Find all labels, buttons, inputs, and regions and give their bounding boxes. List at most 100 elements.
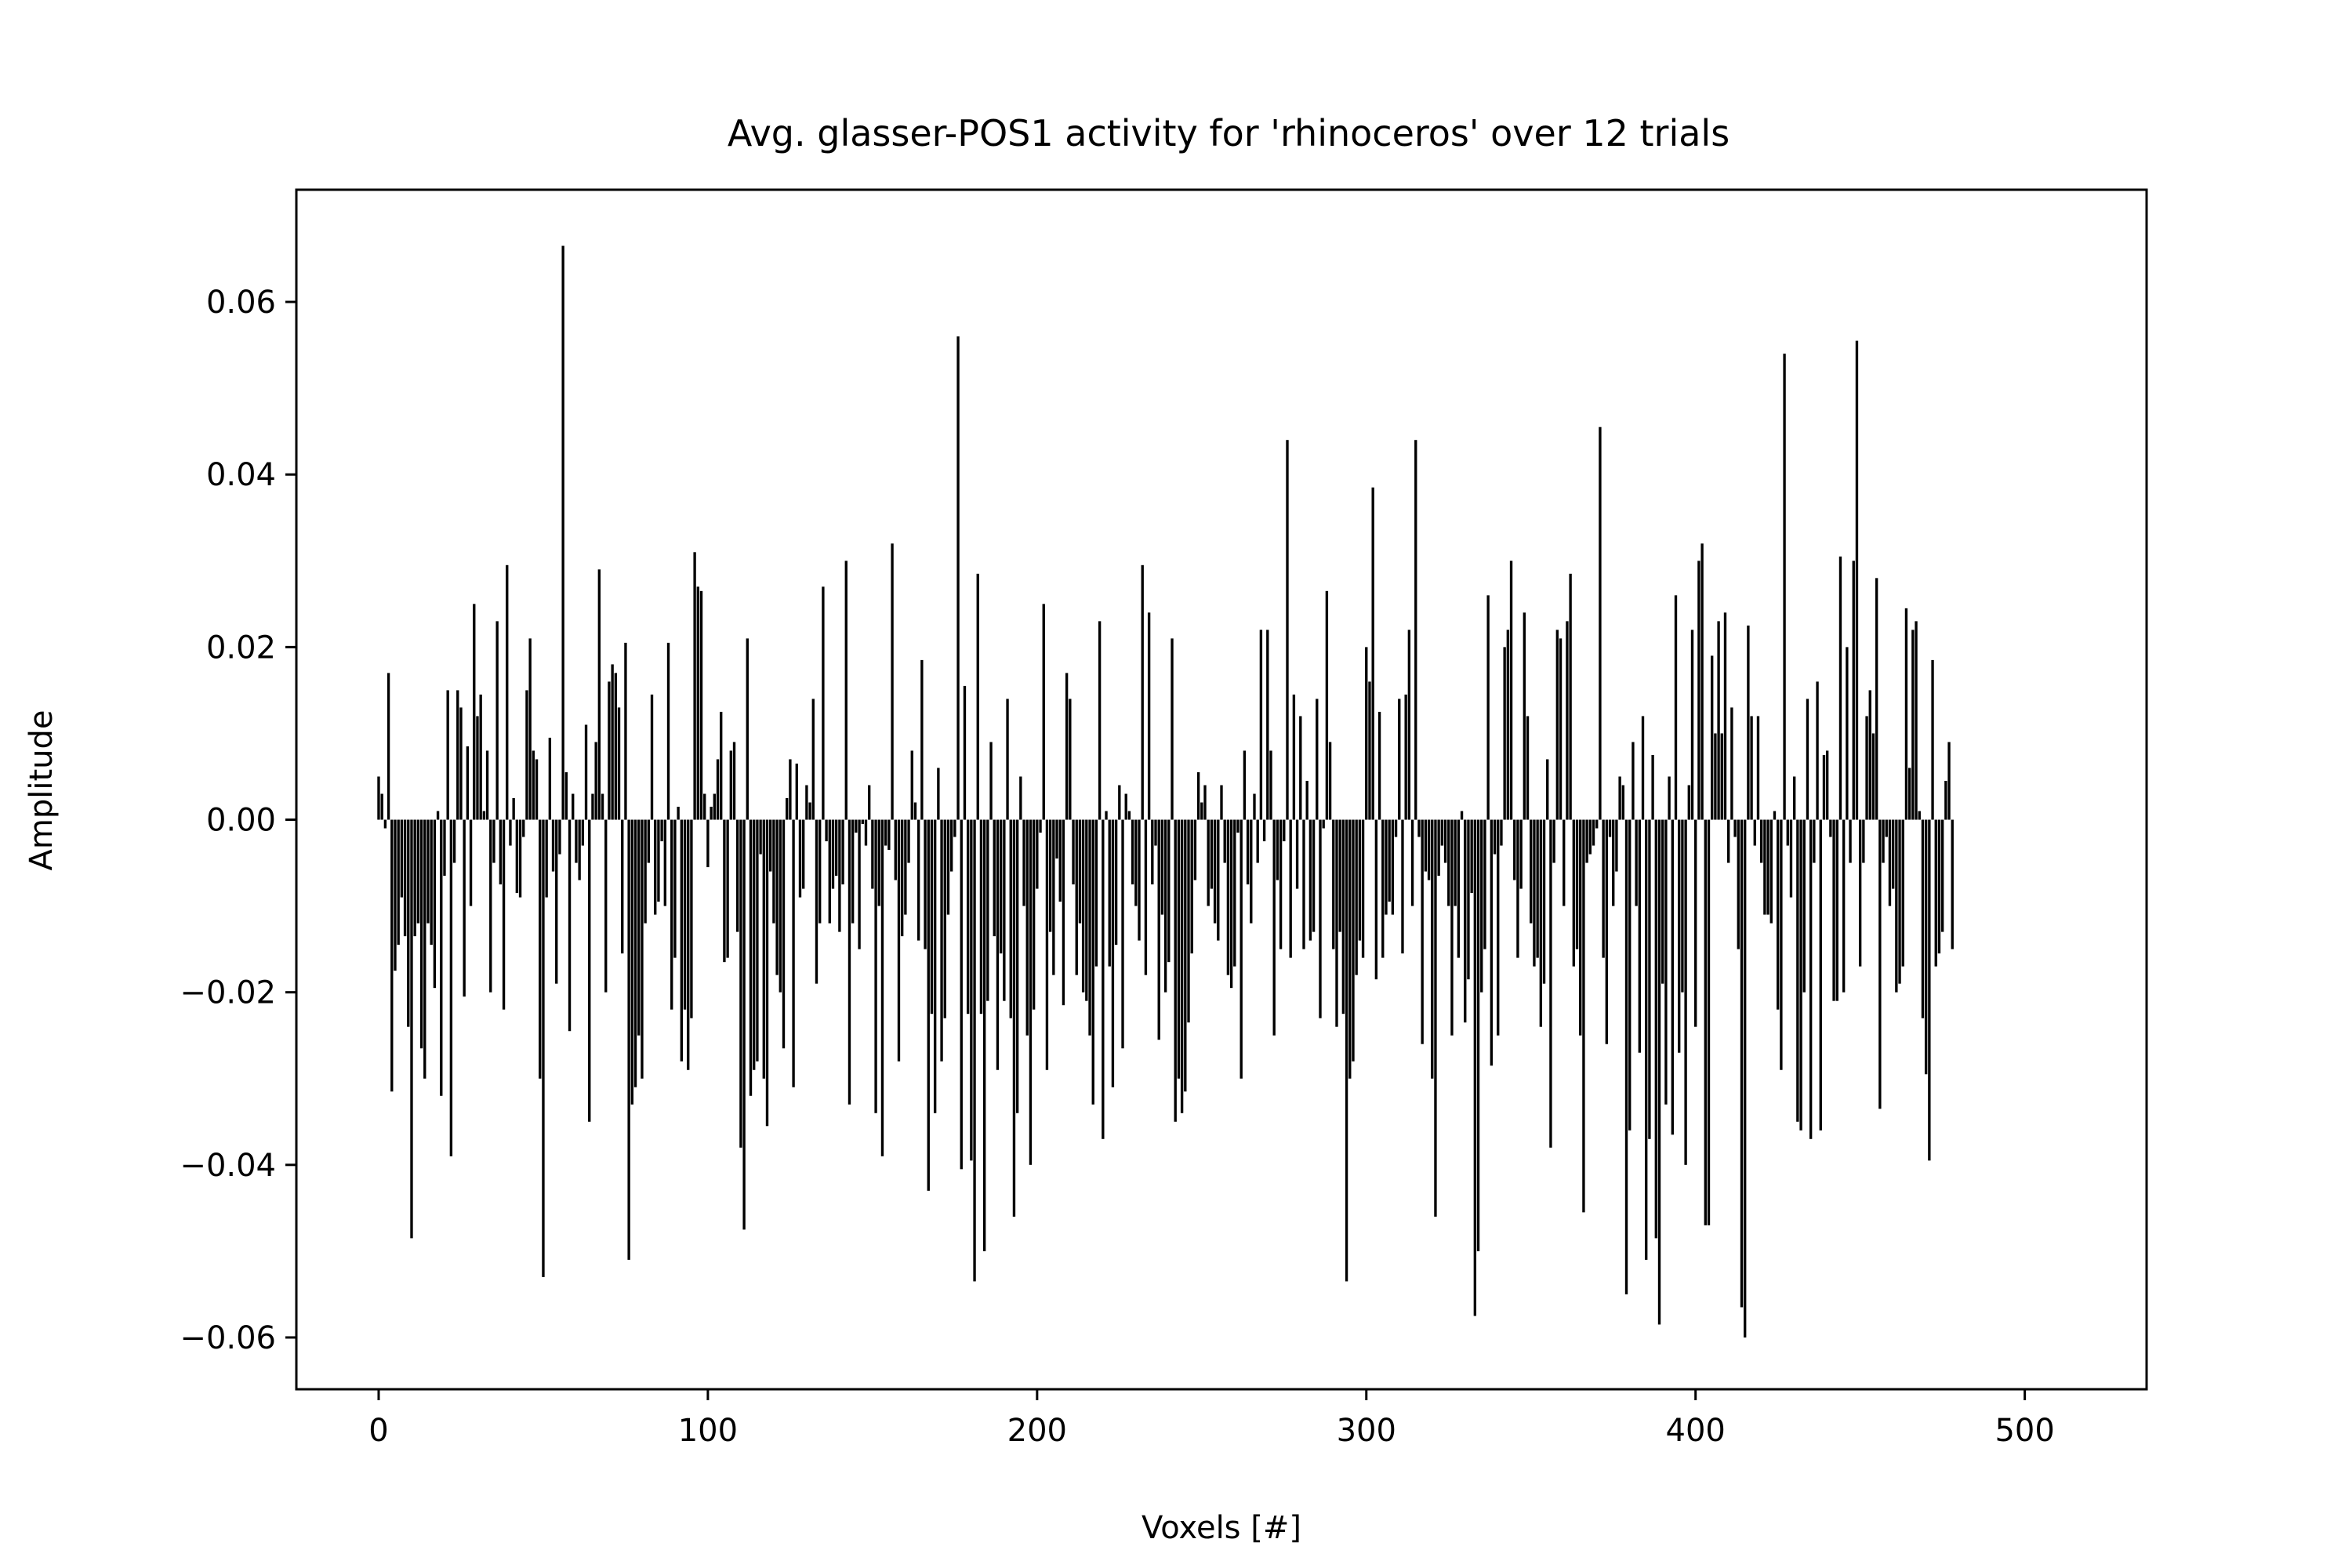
- bar-voxel-85: [657, 819, 660, 902]
- bar-voxel-478: [1951, 819, 1954, 949]
- bar-voxel-356: [1549, 819, 1552, 1148]
- bar-voxel-392: [1668, 776, 1671, 820]
- y-tick-label-4: 0.02: [206, 630, 276, 666]
- bar-voxel-45: [525, 690, 528, 820]
- bar-voxel-133: [815, 819, 818, 984]
- bar-voxel-325: [1447, 819, 1450, 906]
- bar-voxel-261: [1236, 819, 1240, 833]
- bar-voxel-169: [933, 819, 937, 1113]
- x-tick-label-500: 500: [1994, 1413, 2054, 1449]
- bar-voxel-5: [394, 819, 397, 971]
- bar-voxel-9: [407, 819, 410, 1027]
- bar-voxel-401: [1697, 561, 1700, 820]
- bar-voxel-395: [1678, 819, 1681, 1053]
- bar-voxel-426: [1780, 819, 1783, 1070]
- bar-voxel-446: [1846, 647, 1849, 820]
- bar-voxel-453: [1868, 690, 1871, 820]
- bar-voxel-428: [1786, 819, 1789, 846]
- bar-voxel-400: [1694, 819, 1697, 1027]
- bar-voxel-352: [1536, 819, 1539, 958]
- bar-voxel-418: [1753, 819, 1756, 846]
- bar-voxel-346: [1516, 819, 1519, 958]
- bar-voxel-444: [1838, 556, 1842, 820]
- bar-voxel-454: [1871, 733, 1875, 820]
- bar-voxel-265: [1250, 819, 1253, 924]
- bar-voxel-298: [1358, 819, 1362, 941]
- bar-voxel-306: [1385, 819, 1388, 915]
- bar-voxel-39: [506, 564, 509, 820]
- bar-voxel-166: [924, 819, 927, 949]
- bar-voxel-86: [660, 819, 663, 842]
- bar-voxel-360: [1563, 819, 1566, 906]
- bar-voxel-36: [495, 621, 499, 820]
- bar-voxel-157: [894, 819, 897, 880]
- bar-voxel-94: [687, 819, 690, 1070]
- bar-voxel-409: [1723, 612, 1727, 820]
- bar-voxel-379: [1624, 819, 1628, 1294]
- bar-voxel-44: [522, 819, 525, 837]
- bar-voxel-412: [1733, 819, 1737, 837]
- bar-voxel-30: [476, 716, 479, 820]
- bar-voxel-204: [1048, 819, 1052, 932]
- bar-voxel-330: [1464, 819, 1467, 1023]
- bar-voxel-82: [647, 819, 650, 863]
- bar-voxel-71: [611, 664, 614, 820]
- bar-voxel-326: [1450, 819, 1454, 1036]
- bar-voxel-181: [973, 819, 976, 1282]
- bar-voxel-121: [775, 819, 779, 975]
- bar-voxel-108: [732, 742, 736, 820]
- bar-voxel-398: [1687, 785, 1690, 820]
- bar-voxel-117: [762, 819, 765, 1079]
- bar-voxel-343: [1506, 630, 1510, 820]
- bar-voxel-205: [1052, 819, 1055, 975]
- bar-voxel-13: [419, 819, 423, 1049]
- bar-voxel-37: [499, 819, 503, 885]
- bar-voxel-221: [1105, 811, 1108, 820]
- bar-voxel-369: [1592, 819, 1595, 846]
- bar-voxel-97: [696, 586, 699, 820]
- bar-voxel-112: [746, 638, 749, 820]
- bar-voxel-67: [597, 569, 601, 820]
- bar-voxel-417: [1750, 716, 1753, 820]
- y-tick-label-5: 0.04: [206, 457, 276, 493]
- bar-voxel-272: [1272, 819, 1276, 1036]
- bar-voxel-7: [400, 819, 404, 898]
- bar-voxel-187: [993, 819, 996, 937]
- bar-voxel-31: [479, 694, 482, 820]
- bar-voxel-88: [666, 642, 670, 820]
- bar-voxel-141: [841, 819, 844, 885]
- bar-voxel-237: [1157, 819, 1160, 1040]
- bar-voxel-370: [1595, 819, 1599, 829]
- bar-voxel-345: [1513, 819, 1516, 880]
- bar-voxel-91: [677, 807, 680, 820]
- bar-voxel-228: [1127, 811, 1131, 820]
- bar-voxel-186: [989, 742, 993, 820]
- bar-voxel-365: [1579, 819, 1582, 1036]
- bar-voxel-96: [693, 552, 696, 820]
- bar-voxel-122: [779, 819, 782, 993]
- bar-voxel-438: [1819, 819, 1822, 1131]
- bar-voxel-281: [1302, 819, 1305, 949]
- bar-voxel-450: [1858, 819, 1862, 967]
- bar-voxel-215: [1085, 819, 1088, 1001]
- bar-voxel-56: [561, 245, 564, 820]
- bar-voxel-203: [1045, 819, 1049, 1070]
- bar-voxel-468: [1918, 811, 1921, 820]
- bar-voxel-224: [1114, 819, 1118, 946]
- bar-voxel-120: [772, 819, 775, 924]
- bar-voxel-334: [1476, 819, 1480, 1251]
- bar-voxel-174: [949, 819, 953, 872]
- bar-voxel-259: [1229, 819, 1233, 989]
- bar-voxel-452: [1865, 716, 1868, 820]
- bar-voxel-132: [811, 699, 815, 820]
- bar-voxel-47: [532, 750, 535, 820]
- bar-voxel-340: [1497, 819, 1500, 1036]
- bar-voxel-129: [802, 819, 805, 889]
- bar-voxel-0: [377, 776, 380, 820]
- bar-voxel-461: [1895, 819, 1898, 993]
- bar-voxel-357: [1552, 819, 1555, 863]
- bar-voxel-167: [927, 819, 930, 1191]
- bar-voxel-278: [1292, 694, 1296, 820]
- bar-voxel-455: [1875, 578, 1878, 820]
- bar-voxel-191: [1006, 699, 1009, 820]
